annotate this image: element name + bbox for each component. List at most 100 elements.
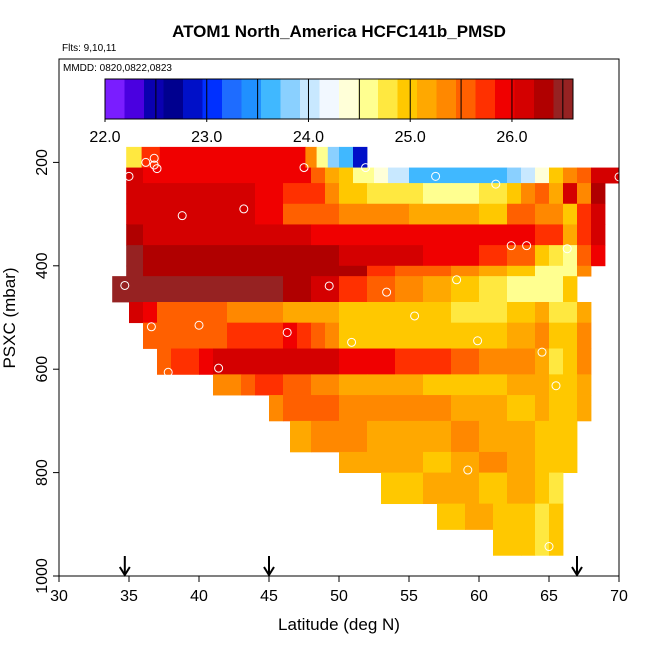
heatmap-cell bbox=[493, 503, 522, 530]
colorbar-swatch bbox=[514, 79, 535, 119]
heatmap-cell bbox=[171, 322, 228, 349]
heatmap-cell bbox=[143, 265, 312, 277]
heatmap-cell bbox=[521, 167, 536, 184]
heatmap-cell bbox=[549, 322, 578, 349]
heatmap-cell bbox=[451, 348, 480, 375]
heatmap-cell bbox=[423, 183, 452, 205]
heatmap-cell bbox=[283, 374, 312, 396]
heatmap-cell bbox=[507, 183, 522, 205]
heatmap-cell bbox=[451, 420, 480, 453]
heatmap-cell bbox=[549, 472, 564, 505]
colorbar-tick-label: 22.0 bbox=[89, 129, 120, 146]
heatmap-cell bbox=[381, 472, 424, 505]
heatmap-cell bbox=[213, 374, 242, 396]
heatmap-cell bbox=[479, 301, 508, 324]
colorbar-tick-label: 24.0 bbox=[293, 129, 324, 146]
heatmap-cell bbox=[535, 265, 578, 277]
heatmap-cell bbox=[171, 301, 228, 324]
heatmap-cell bbox=[325, 322, 340, 349]
data-point bbox=[347, 337, 357, 347]
heatmap-cell bbox=[549, 245, 564, 267]
y-axis-label: PSXC (mbar) bbox=[0, 267, 19, 368]
colorbar-swatch bbox=[397, 79, 418, 119]
heatmap-cell bbox=[507, 374, 536, 396]
heatmap-cell bbox=[577, 245, 592, 267]
data-point bbox=[551, 381, 561, 391]
heatmap-cell bbox=[327, 146, 340, 168]
arrow-head bbox=[263, 566, 275, 577]
heatmap-cell bbox=[143, 167, 312, 184]
colorbar-swatch bbox=[436, 79, 457, 119]
heatmap-cell bbox=[159, 146, 306, 168]
heatmap-cell bbox=[305, 146, 317, 168]
heatmap-cell bbox=[451, 395, 480, 422]
heatmap-cell bbox=[423, 420, 452, 453]
data-point bbox=[463, 465, 473, 475]
heatmap-cell bbox=[339, 348, 396, 375]
heatmap-cell bbox=[591, 203, 606, 225]
heatmap-cell bbox=[591, 183, 606, 205]
heatmap-cell bbox=[126, 245, 144, 267]
heatmap-cell bbox=[451, 276, 480, 303]
heatmap-cell bbox=[325, 167, 340, 184]
y-tick-label: 200 bbox=[34, 149, 51, 176]
data-point bbox=[299, 163, 309, 173]
heatmap-cell bbox=[479, 348, 508, 375]
x-tick-label: 40 bbox=[190, 588, 208, 605]
heatmap-cell bbox=[311, 348, 340, 375]
heatmap-cell bbox=[549, 183, 564, 205]
heatmap-cell bbox=[339, 167, 354, 184]
heatmap-cell bbox=[423, 245, 480, 267]
heatmap-cell bbox=[311, 224, 508, 246]
heatmap-cell bbox=[563, 203, 578, 225]
heatmap-cell bbox=[479, 203, 508, 225]
heatmap-cell bbox=[353, 167, 375, 184]
heatmap-cell bbox=[535, 395, 550, 422]
colorbar-frame bbox=[104, 78, 574, 120]
heatmap-cell bbox=[577, 395, 592, 422]
heatmap-cell bbox=[367, 276, 396, 303]
x-tick-label: 45 bbox=[260, 588, 278, 605]
heatmap-cell bbox=[227, 322, 256, 349]
heatmap-cell bbox=[577, 348, 592, 375]
heatmap-cell bbox=[549, 301, 578, 324]
data-point bbox=[537, 347, 547, 357]
heatmap-cell bbox=[227, 301, 284, 324]
heatmap-cell bbox=[535, 245, 550, 267]
heatmap-cell bbox=[129, 301, 144, 324]
heatmap-cell bbox=[339, 203, 410, 225]
heatmap-cell bbox=[479, 245, 508, 267]
heatmap-cell bbox=[311, 374, 340, 396]
arrow-head bbox=[118, 566, 131, 577]
heatmap-cell bbox=[423, 472, 452, 505]
heatmap-cell bbox=[311, 265, 368, 277]
y-tick-label: 800 bbox=[34, 459, 51, 486]
heatmap-cell bbox=[126, 146, 142, 168]
heatmap-cell bbox=[143, 224, 270, 246]
heatmap-cell bbox=[535, 374, 550, 396]
heatmap-cell bbox=[395, 276, 424, 303]
heatmap-cell bbox=[255, 374, 284, 396]
heatmap-cell bbox=[311, 167, 326, 184]
heatmap-cell bbox=[241, 374, 256, 396]
heatmap-cell bbox=[535, 203, 564, 225]
colorbar: 22.0 23.0 24.0 25.0 26.0 bbox=[89, 78, 574, 146]
data-point bbox=[214, 363, 224, 373]
y-axis: 200 400 600 800 1000 bbox=[34, 149, 59, 594]
heatmap-cell bbox=[549, 167, 564, 184]
colorbar-swatch bbox=[202, 79, 223, 119]
heatmap-cell bbox=[283, 276, 312, 303]
data-point bbox=[431, 171, 441, 181]
colorbar-swatch bbox=[183, 79, 203, 119]
y-tick-label: 400 bbox=[34, 252, 51, 279]
heatmap-cells bbox=[112, 146, 620, 556]
chart-title: ATOM1 North_America HCFC141b_PMSD bbox=[172, 22, 506, 41]
heatmap-cell bbox=[141, 146, 161, 168]
heatmap-cell bbox=[535, 420, 550, 453]
colorbar-swatch bbox=[378, 79, 398, 119]
heatmap-cell bbox=[255, 322, 284, 349]
heatmap-cell bbox=[339, 322, 396, 349]
colorbar-swatch bbox=[495, 79, 515, 119]
heatmap-cell bbox=[353, 146, 368, 168]
data-point bbox=[382, 287, 392, 297]
